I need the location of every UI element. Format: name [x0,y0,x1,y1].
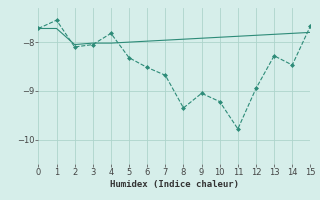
X-axis label: Humidex (Indice chaleur): Humidex (Indice chaleur) [110,180,239,189]
